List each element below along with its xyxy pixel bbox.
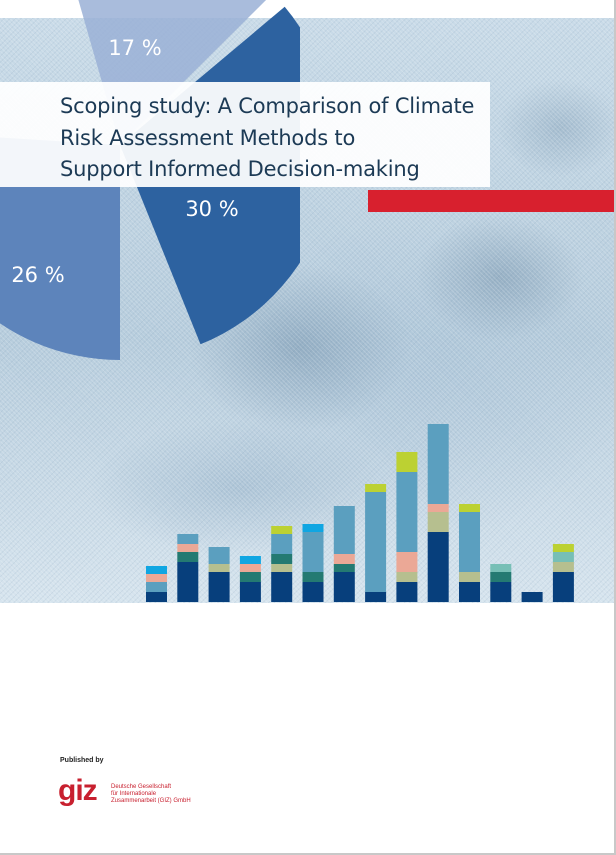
bar-segment	[396, 452, 418, 472]
pie-label: 30 %	[185, 197, 238, 221]
bar-segment	[427, 512, 449, 532]
bar-segment	[146, 566, 167, 574]
bar-segment	[396, 552, 418, 572]
bar-segment	[521, 592, 543, 602]
bar-segment	[146, 582, 167, 592]
bar-segment	[459, 512, 480, 572]
bar-segment	[177, 534, 199, 544]
bar-segment	[271, 564, 293, 572]
pie-slice	[0, 137, 120, 360]
bar-segment	[396, 572, 418, 582]
bar-segment	[365, 484, 387, 492]
title-line-1: Scoping study: A Comparison of Climate	[60, 94, 475, 118]
bar-segment	[552, 552, 574, 562]
bar-segment	[302, 572, 324, 582]
pie-label: 17 %	[108, 36, 161, 60]
pie-label: 26 %	[11, 263, 64, 287]
bar-segment	[208, 547, 230, 564]
bar-segment	[552, 572, 574, 602]
bar-segment	[302, 582, 324, 602]
bar-chart	[146, 424, 574, 602]
bar-segment	[490, 582, 512, 602]
bar-segment	[239, 564, 261, 572]
title-panel: Scoping study: A Comparison of Climate R…	[0, 82, 490, 187]
bar-segment	[146, 574, 167, 582]
bar-segment	[302, 532, 324, 572]
bar-segment	[365, 492, 387, 592]
bar-segment	[552, 544, 574, 552]
bar-segment	[396, 472, 418, 552]
bar-segment	[333, 506, 355, 554]
publisher-name-line: Zusammenarbeit (GIZ) GmbH	[111, 798, 191, 804]
bar-segment	[177, 544, 199, 552]
bar-segment	[333, 554, 355, 564]
bar-segment	[459, 572, 480, 582]
bar-segment	[208, 572, 230, 602]
bar-segment	[239, 556, 261, 564]
title-line-2: Risk Assessment Methods to	[60, 126, 356, 150]
bar-segment	[490, 572, 512, 582]
bar-segment	[208, 564, 230, 572]
bar-segment	[427, 504, 449, 512]
giz-logo: giz	[58, 774, 98, 807]
bar-segment	[271, 534, 293, 554]
bar-segment	[177, 562, 199, 602]
bar-segment	[459, 582, 480, 602]
bar-segment	[146, 592, 167, 602]
bar-segment	[271, 554, 293, 564]
title-line-3: Support Informed Decision-making	[60, 157, 420, 181]
bar-segment	[427, 532, 449, 602]
bar-segment	[333, 572, 355, 602]
bar-segment	[365, 592, 387, 602]
bar-segment	[271, 572, 293, 602]
bar-segment	[459, 504, 480, 512]
bar-segment	[239, 582, 261, 602]
bar-segment	[177, 552, 199, 562]
bar-segment	[271, 526, 293, 534]
bar-segment	[239, 572, 261, 582]
bar-segment	[427, 424, 449, 504]
bar-segment	[396, 582, 418, 602]
published-by-label: Published by	[60, 757, 104, 764]
accent-bar	[368, 190, 614, 212]
bar-segment	[490, 564, 512, 572]
bar-segment	[552, 562, 574, 572]
bar-segment	[333, 564, 355, 572]
publisher-name-line: für Internationale	[111, 791, 157, 797]
publisher-name-line: Deutsche Gesellschaft	[111, 784, 172, 790]
bar-segment	[302, 524, 324, 532]
publisher-name: Deutsche Gesellschaft für Internationale…	[111, 784, 191, 805]
